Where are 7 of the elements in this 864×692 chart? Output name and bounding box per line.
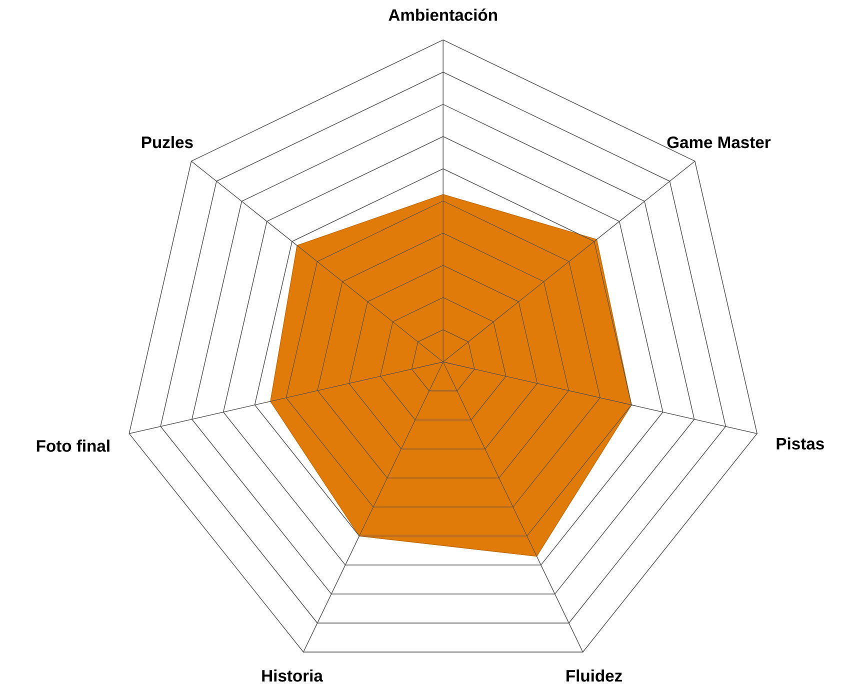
spoke-label: Pistas bbox=[776, 437, 824, 450]
spoke-label: Historia bbox=[262, 669, 324, 682]
spoke-label: Foto final bbox=[36, 440, 110, 452]
spoke-label: Game Master bbox=[667, 136, 771, 148]
spoke-label: Ambientación bbox=[388, 8, 497, 21]
spoke-label: Puzles bbox=[142, 136, 193, 148]
spoke-label: Fluidez bbox=[566, 669, 622, 682]
